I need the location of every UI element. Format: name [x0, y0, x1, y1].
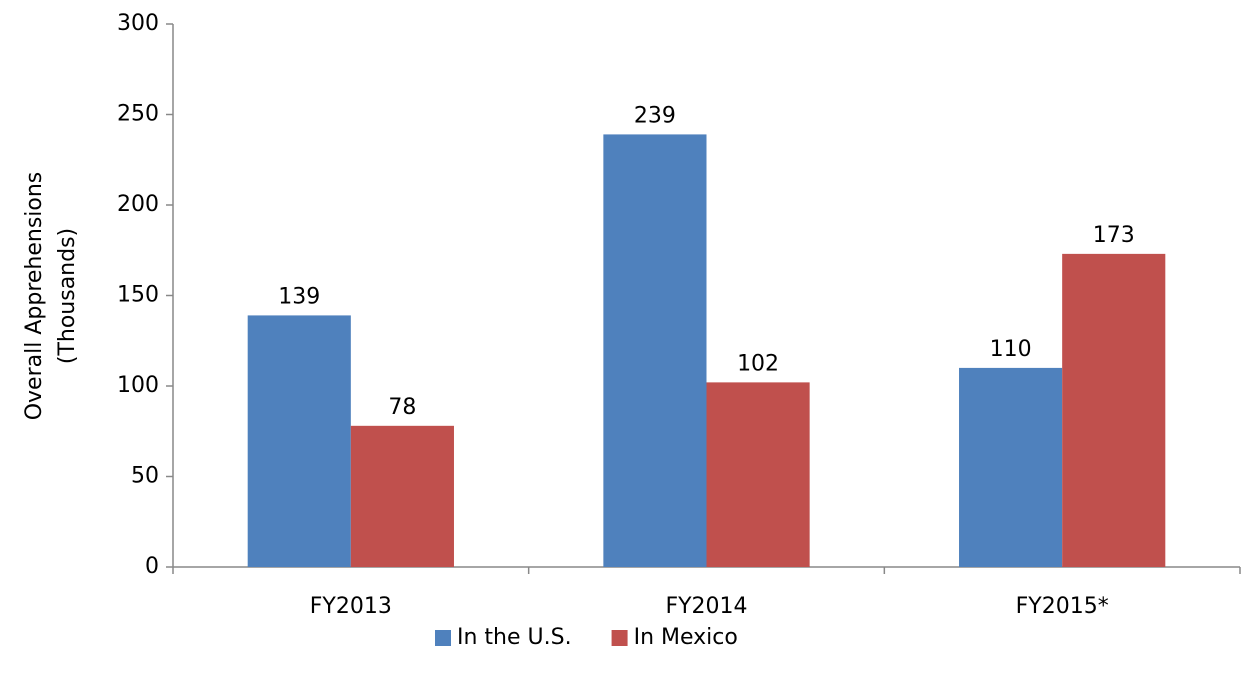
data-label: 139: [278, 284, 320, 309]
bar: [1062, 253, 1166, 567]
legend-swatch: [435, 630, 451, 646]
legend-label: In the U.S.: [457, 625, 572, 650]
y-tick-label: 200: [117, 192, 159, 217]
y-tick-label: 100: [117, 373, 159, 398]
bar: [706, 382, 810, 567]
y-tick-label: 250: [117, 102, 159, 127]
data-label: 239: [634, 103, 676, 128]
data-label: 102: [737, 351, 779, 376]
bar: [603, 134, 707, 567]
y-axis-label: (Thousands): [55, 228, 80, 364]
data-label: 110: [990, 337, 1032, 362]
x-tick-label: FY2015*: [1016, 594, 1109, 619]
legend-label: In Mexico: [634, 625, 738, 650]
bar: [959, 367, 1063, 567]
bar: [247, 315, 351, 567]
y-tick-label: 150: [117, 283, 159, 308]
x-tick-label: FY2014: [665, 594, 747, 619]
y-tick-label: 50: [131, 464, 159, 489]
bar: [350, 425, 454, 567]
y-tick-label: 0: [145, 554, 159, 579]
y-axis-label: Overall Apprehensions: [22, 172, 47, 421]
data-label: 173: [1093, 223, 1135, 248]
legend-swatch: [611, 630, 628, 646]
y-tick-label: 300: [117, 11, 159, 36]
x-tick-label: FY2013: [310, 594, 392, 619]
data-label: 78: [388, 395, 416, 420]
